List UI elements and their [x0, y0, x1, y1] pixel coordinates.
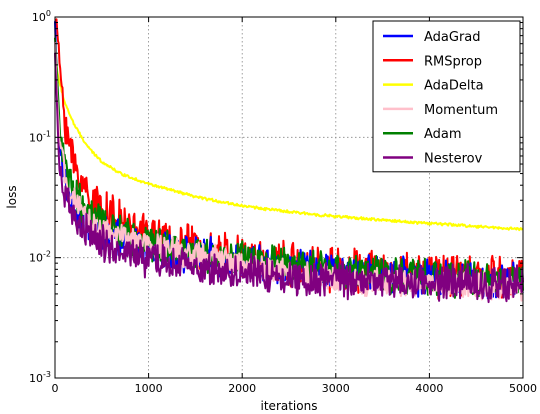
- legend-box: [372, 20, 521, 173]
- x-tick-label: 2000: [228, 382, 256, 395]
- legend-label-adagrad: AdaGrad: [424, 30, 481, 45]
- y-tick-label: 10-3: [29, 370, 51, 385]
- x-axis-label: iterations: [261, 399, 318, 413]
- y-tick-label: 10-2: [29, 250, 51, 265]
- x-tick-label: 3000: [322, 382, 350, 395]
- ticks: [54, 16, 524, 379]
- y-tick-labels: 10-3 10-2 10-1 100: [29, 9, 51, 385]
- x-tick-label: 1000: [135, 382, 163, 395]
- series-line-nesterov: [54, 52, 524, 304]
- y-tick-label: 100: [32, 9, 51, 24]
- x-tick-label: 5000: [509, 382, 537, 395]
- series-lines: [54, 18, 524, 304]
- series-line-adadelta: [54, 53, 524, 232]
- legend: AdaGrad RMSprop AdaDelta Momentum Adam Nester…: [372, 20, 521, 173]
- plot-frame: [54, 16, 524, 379]
- y-axis-label: loss: [5, 185, 19, 208]
- legend-label-nesterov: Nesterov: [424, 152, 483, 167]
- x-tick-label: 4000: [415, 382, 443, 395]
- legend-label-rmsprop: RMSprop: [424, 54, 482, 69]
- legend-label-adadelta: AdaDelta: [424, 79, 484, 94]
- x-tick-labels: 0 1000 2000 3000 4000 5000: [52, 382, 538, 395]
- x-tick-label: 0: [52, 382, 59, 395]
- legend-label-adam: Adam: [424, 127, 462, 142]
- legend-label-momentum: Momentum: [424, 103, 498, 118]
- y-tick-label: 10-1: [29, 129, 51, 144]
